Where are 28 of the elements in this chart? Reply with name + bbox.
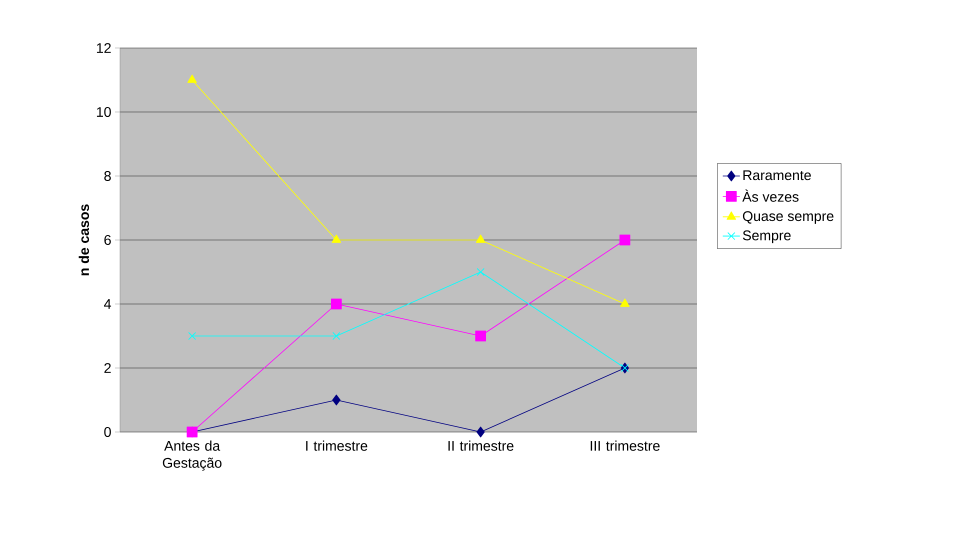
point (476, 426, 485, 438)
y-axis-title: n de casos (78, 204, 90, 276)
point (476, 268, 485, 276)
point (475, 330, 486, 342)
point (476, 234, 486, 243)
x-tick-label: I trimestre (306, 440, 368, 451)
y-tick-label: 12 (96, 43, 111, 53)
x-tick-label: III trimestre (590, 440, 660, 451)
point (332, 332, 340, 340)
point (330, 298, 342, 310)
y-tick-label: 2 (104, 363, 111, 373)
y-tick-label: 0 (104, 427, 111, 437)
point (332, 234, 342, 243)
point (187, 74, 197, 83)
legend-label: Quase sempre (742, 211, 834, 224)
point (619, 234, 630, 246)
y-tick-label: 10 (96, 107, 111, 117)
point (620, 298, 630, 307)
y-tick-label: 8 (104, 171, 111, 181)
point (188, 332, 196, 340)
legend-label: Sempre (742, 230, 791, 244)
x-tick-label: Antes da Gestação (162, 440, 222, 471)
legend-label: Raramente (743, 170, 811, 180)
y-tick-label: 6 (104, 235, 111, 245)
legend-label: Às vezes (742, 190, 799, 202)
y-tick-label: 4 (104, 299, 112, 309)
point (332, 394, 341, 406)
x-tick-label: II trimestre (448, 440, 514, 451)
